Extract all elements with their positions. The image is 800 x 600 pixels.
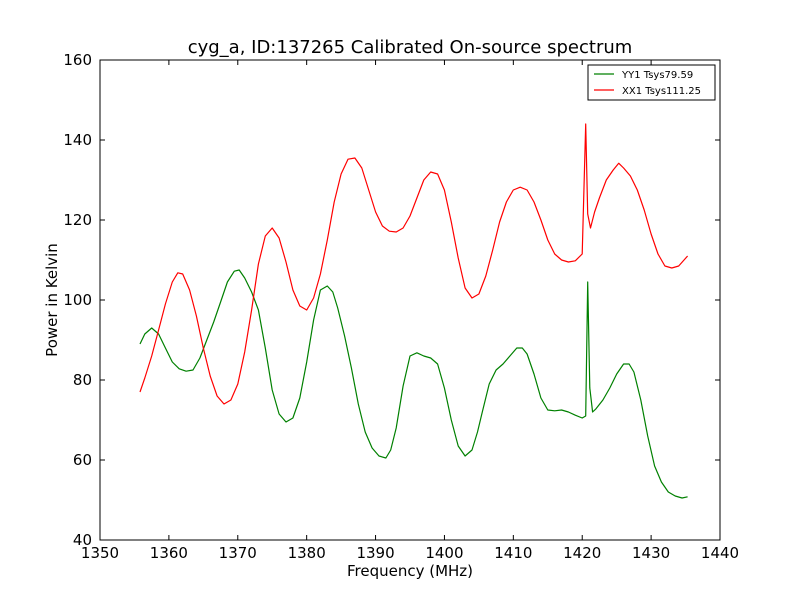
- legend-box: [587, 64, 716, 101]
- x-tick-label: 1370: [219, 544, 257, 562]
- legend-label-xx1: XX1 Tsys111.25: [622, 86, 701, 97]
- x-tick-label: 1390: [356, 544, 394, 562]
- y-tick-label: 80: [73, 371, 92, 389]
- x-tick-label: 1430: [632, 544, 670, 562]
- x-axis: 1350 1360 1370 1380 1390 1400 1410 1420 1430 1440: [81, 60, 739, 562]
- y-tick-label: 40: [73, 531, 92, 549]
- x-tick-label: 1420: [563, 544, 601, 562]
- x-tick-label: 1440: [701, 544, 739, 562]
- x-tick-label: 1400: [425, 544, 463, 562]
- y-axis-title: Power in Kelvin: [43, 243, 61, 357]
- y-tick-label: 160: [63, 51, 92, 69]
- x-tick-label: 1360: [150, 544, 188, 562]
- x-tick-label: 1350: [81, 544, 119, 562]
- y-tick-label: 60: [73, 451, 92, 469]
- x-tick-label: 1410: [494, 544, 532, 562]
- y-tick-label: 140: [63, 131, 92, 149]
- legend-label-yy1: YY1 Tsys79.59: [621, 70, 693, 81]
- legend: YY1 Tsys79.59 XX1 Tsys111.25: [587, 64, 716, 101]
- plot-area: [139, 123, 689, 499]
- series-line-xx1: [139, 123, 689, 405]
- y-tick-label: 100: [63, 291, 92, 309]
- x-axis-title: Frequency (MHz): [347, 562, 473, 580]
- x-tick-label: 1380: [288, 544, 326, 562]
- chart-title: cyg_a, ID:137265 Calibrated On-source sp…: [188, 37, 633, 58]
- y-axis: 40 60 80 100 120 140 160: [63, 51, 720, 549]
- series-line-yy1: [139, 269, 688, 499]
- y-tick-label: 120: [63, 211, 92, 229]
